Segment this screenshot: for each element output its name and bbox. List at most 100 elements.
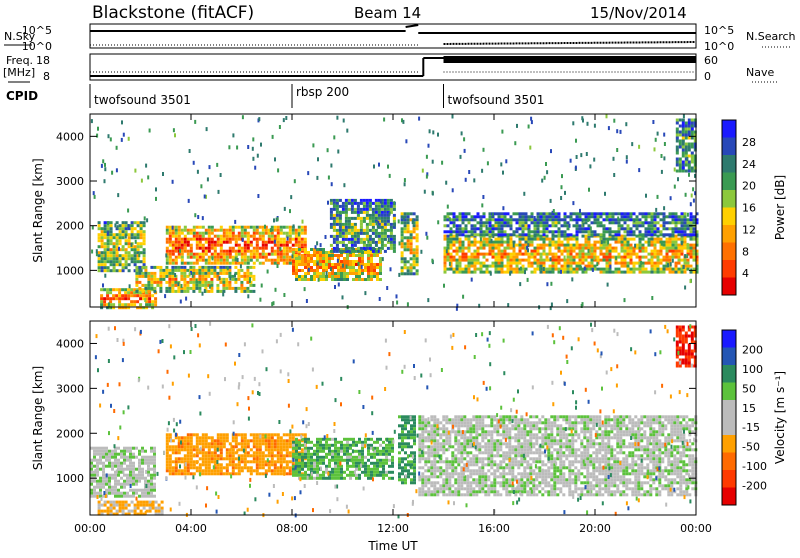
data-cell [570, 212, 573, 215]
data-cell [573, 268, 576, 271]
data-cell [345, 223, 348, 226]
scatter-point [331, 182, 333, 186]
data-cell [337, 263, 340, 266]
data-cell [480, 268, 483, 271]
data-cell [471, 227, 474, 230]
data-cell [116, 263, 119, 266]
data-cell [561, 265, 564, 268]
data-cell [387, 199, 390, 202]
data-cell [208, 472, 211, 475]
data-cell [301, 254, 304, 257]
data-cell [140, 510, 143, 513]
data-cell [657, 259, 660, 262]
data-cell [465, 256, 468, 259]
data-cell [333, 199, 336, 202]
data-cell [537, 212, 540, 215]
data-cell [516, 230, 519, 233]
data-cell [561, 218, 564, 221]
data-cell [319, 441, 322, 444]
data-cell [657, 265, 660, 268]
data-cell [582, 244, 585, 247]
data-cell [123, 450, 126, 453]
data-cell [213, 266, 216, 269]
data-cell [156, 281, 159, 284]
scatter-point [388, 238, 390, 242]
data-cell [561, 241, 564, 244]
data-cell [391, 456, 394, 459]
data-cell [111, 450, 114, 453]
data-cell [381, 220, 384, 223]
data-cell [453, 259, 456, 262]
scatter-point [546, 282, 548, 286]
data-cell [140, 221, 143, 224]
data-cell [373, 474, 376, 477]
data-cell [238, 226, 241, 229]
data-cell [404, 469, 407, 472]
data-cell [122, 233, 125, 236]
data-cell [573, 259, 576, 262]
data-cell [241, 439, 244, 442]
data-cell [552, 271, 555, 274]
data-cell [126, 465, 129, 468]
data-cell [180, 290, 183, 293]
data-cell [543, 244, 546, 247]
data-cell [333, 241, 336, 244]
data-cell [333, 223, 336, 226]
data-cell [516, 227, 519, 230]
data-cell [101, 251, 104, 254]
data-cell [247, 439, 250, 442]
data-cell [228, 287, 231, 290]
data-cell [166, 247, 169, 250]
scatter-point [405, 139, 407, 143]
data-cell [504, 233, 507, 236]
data-cell [141, 450, 144, 453]
data-cell [134, 251, 137, 254]
data-cell [382, 453, 385, 456]
data-cell [477, 250, 480, 253]
data-cell [181, 445, 184, 448]
data-cell [268, 235, 271, 238]
data-cell [546, 244, 549, 247]
data-cell [187, 229, 190, 232]
data-cell [217, 244, 220, 247]
data-cell [98, 227, 101, 230]
data-cell [144, 450, 147, 453]
data-cell [510, 265, 513, 268]
data-cell [642, 244, 645, 247]
data-cell [108, 480, 111, 483]
data-cell [193, 256, 196, 259]
data-cell [370, 272, 373, 275]
data-cell [125, 242, 128, 245]
data-cell [274, 439, 277, 442]
data-cell [456, 241, 459, 244]
data-cell [202, 454, 205, 457]
data-cell [240, 269, 243, 272]
data-cell [132, 495, 135, 498]
data-cell [388, 447, 391, 450]
data-cell [249, 290, 252, 293]
data-cell [125, 230, 128, 233]
data-cell [401, 418, 404, 421]
scatter-point [575, 166, 577, 170]
data-cell [337, 474, 340, 477]
data-cell [609, 271, 612, 274]
data-cell [633, 230, 636, 233]
data-cell [567, 262, 570, 265]
data-cell [349, 444, 352, 447]
data-cell [159, 269, 162, 272]
data-cell [555, 265, 558, 268]
data-cell [208, 229, 211, 232]
data-cell [507, 224, 510, 227]
scatter-point [270, 228, 272, 232]
data-cell [642, 238, 645, 241]
data-cell [507, 247, 510, 250]
data-cell [492, 265, 495, 268]
data-cell [199, 466, 202, 469]
data-cell [330, 226, 333, 229]
data-cell [663, 221, 666, 224]
data-cell [654, 268, 657, 271]
data-cell [175, 241, 178, 244]
scatter-point [104, 274, 106, 278]
data-cell [96, 468, 99, 471]
scatter-point [672, 259, 674, 263]
